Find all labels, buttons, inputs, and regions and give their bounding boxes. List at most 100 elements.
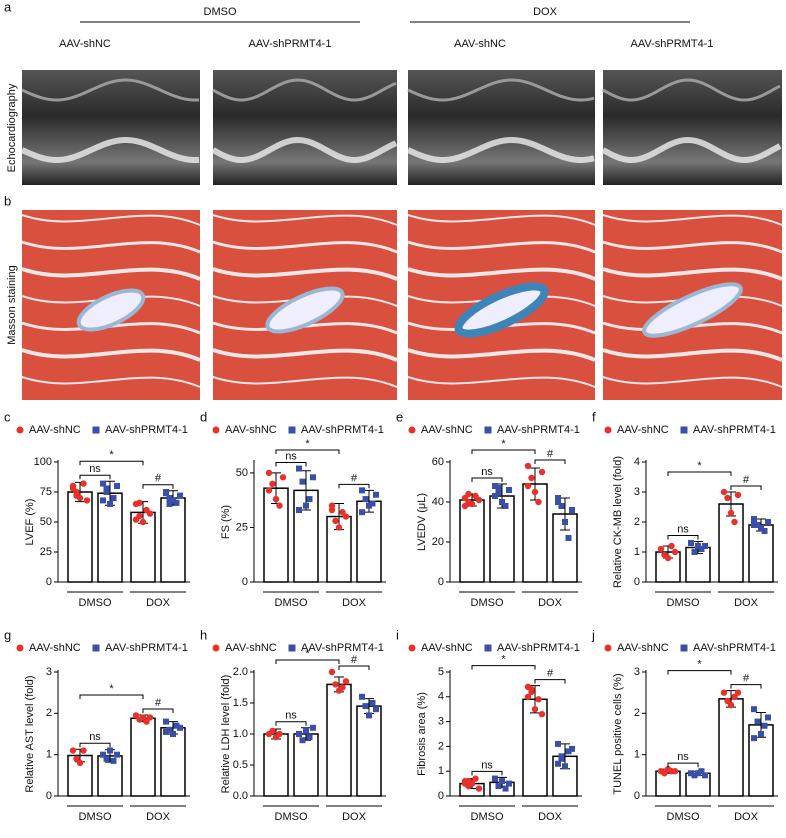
data-point bbox=[761, 722, 768, 729]
data-point bbox=[328, 668, 336, 676]
data-point bbox=[114, 751, 120, 758]
legend-marker bbox=[16, 426, 24, 434]
echo-image bbox=[408, 70, 595, 185]
y-tick-label: 3 bbox=[634, 486, 640, 498]
data-point bbox=[362, 703, 369, 710]
y-tick-label: 2 bbox=[634, 516, 640, 528]
data-point bbox=[272, 495, 280, 503]
data-point bbox=[702, 543, 708, 549]
data-point bbox=[335, 524, 343, 531]
data-point bbox=[668, 542, 675, 550]
data-point bbox=[332, 681, 339, 688]
x-tick-label: DMSO bbox=[79, 811, 112, 823]
data-point bbox=[342, 513, 350, 520]
legend-marker bbox=[92, 426, 100, 434]
y-axis-label: LVEF (%) bbox=[24, 499, 36, 546]
data-point bbox=[751, 735, 757, 742]
x-tick-label: DOX bbox=[342, 597, 367, 609]
data-point bbox=[73, 492, 80, 499]
data-point bbox=[558, 503, 565, 509]
significance-label: # bbox=[155, 473, 162, 485]
significance-label: # bbox=[743, 474, 750, 486]
legend-label: AAV-shPRMT4-1 bbox=[301, 642, 384, 654]
data-point bbox=[136, 499, 143, 506]
images bbox=[20, 70, 783, 400]
panel-label: j bbox=[591, 627, 595, 642]
data-point bbox=[299, 737, 306, 744]
significance-label: ns bbox=[285, 450, 297, 462]
data-point bbox=[492, 483, 498, 489]
y-tick-label: 0 bbox=[46, 790, 52, 802]
legend-marker bbox=[408, 426, 416, 434]
y-tick-label: 1 bbox=[438, 765, 444, 777]
data-point bbox=[671, 768, 679, 775]
significance-label: # bbox=[351, 472, 358, 484]
significance-bracket bbox=[730, 684, 762, 689]
bar bbox=[356, 705, 382, 797]
y-tick-label: 1 bbox=[634, 546, 640, 558]
data-point bbox=[276, 502, 283, 509]
fiber-gap bbox=[407, 376, 596, 388]
significance-label: ns bbox=[89, 463, 101, 475]
column-label: AAV-shNC bbox=[59, 38, 111, 50]
significance-bracket bbox=[534, 679, 566, 684]
data-point bbox=[524, 482, 532, 490]
legend-label: AAV-shNC bbox=[225, 642, 277, 654]
data-point bbox=[69, 485, 77, 492]
echo-wave bbox=[602, 78, 781, 102]
data-point bbox=[359, 693, 365, 700]
data-point bbox=[506, 780, 512, 787]
data-point bbox=[524, 693, 532, 700]
data-point bbox=[332, 517, 339, 525]
data-point bbox=[535, 498, 542, 506]
legend-label: AAV-shNC bbox=[421, 424, 473, 436]
data-point bbox=[269, 727, 276, 735]
data-point bbox=[69, 747, 77, 754]
data-point bbox=[698, 546, 705, 552]
data-point bbox=[100, 497, 106, 504]
data-point bbox=[80, 747, 87, 754]
y-tick-label: 5 bbox=[438, 666, 444, 678]
data-point bbox=[492, 493, 498, 499]
data-point bbox=[177, 492, 183, 499]
legend-label: AAV-shPRMT4-1 bbox=[105, 642, 188, 654]
legend-marker bbox=[92, 644, 100, 652]
data-point bbox=[166, 726, 173, 733]
data-point bbox=[495, 489, 502, 495]
panel-label: e bbox=[396, 409, 403, 424]
data-point bbox=[369, 700, 376, 706]
x-tick-label: DMSO bbox=[79, 597, 112, 609]
legend-marker bbox=[212, 426, 220, 434]
bar bbox=[489, 495, 515, 583]
y-tick-label: 25 bbox=[40, 546, 52, 558]
data-point bbox=[727, 701, 735, 709]
legend-label: AAV-shPRMT4-1 bbox=[693, 424, 776, 436]
fiber-gap bbox=[407, 214, 596, 226]
significance-bracket bbox=[338, 665, 370, 670]
significance-label: * bbox=[109, 683, 114, 695]
data-point bbox=[177, 724, 183, 731]
data-point bbox=[524, 462, 532, 470]
significance-bracket bbox=[79, 460, 144, 466]
x-tick-label: DMSO bbox=[667, 811, 700, 823]
data-point bbox=[103, 755, 110, 762]
echo-image bbox=[213, 70, 397, 185]
data-point bbox=[558, 753, 565, 760]
fiber-gap bbox=[212, 240, 398, 254]
data-point bbox=[373, 706, 379, 713]
data-point bbox=[461, 502, 469, 510]
data-point bbox=[702, 772, 708, 779]
legend-marker bbox=[604, 426, 612, 434]
fiber-gap bbox=[602, 267, 783, 281]
data-point bbox=[342, 678, 350, 685]
legend-label: AAV-shNC bbox=[421, 642, 473, 654]
y-tick-label: 1 bbox=[634, 749, 640, 761]
data-point bbox=[751, 522, 757, 528]
data-point bbox=[664, 554, 672, 562]
data-point bbox=[754, 522, 761, 528]
y-tick-label: 40 bbox=[432, 496, 444, 508]
significance-bracket bbox=[471, 449, 536, 454]
significance-label: * bbox=[305, 438, 310, 450]
bar bbox=[459, 499, 485, 583]
fiber-gap bbox=[21, 240, 201, 254]
